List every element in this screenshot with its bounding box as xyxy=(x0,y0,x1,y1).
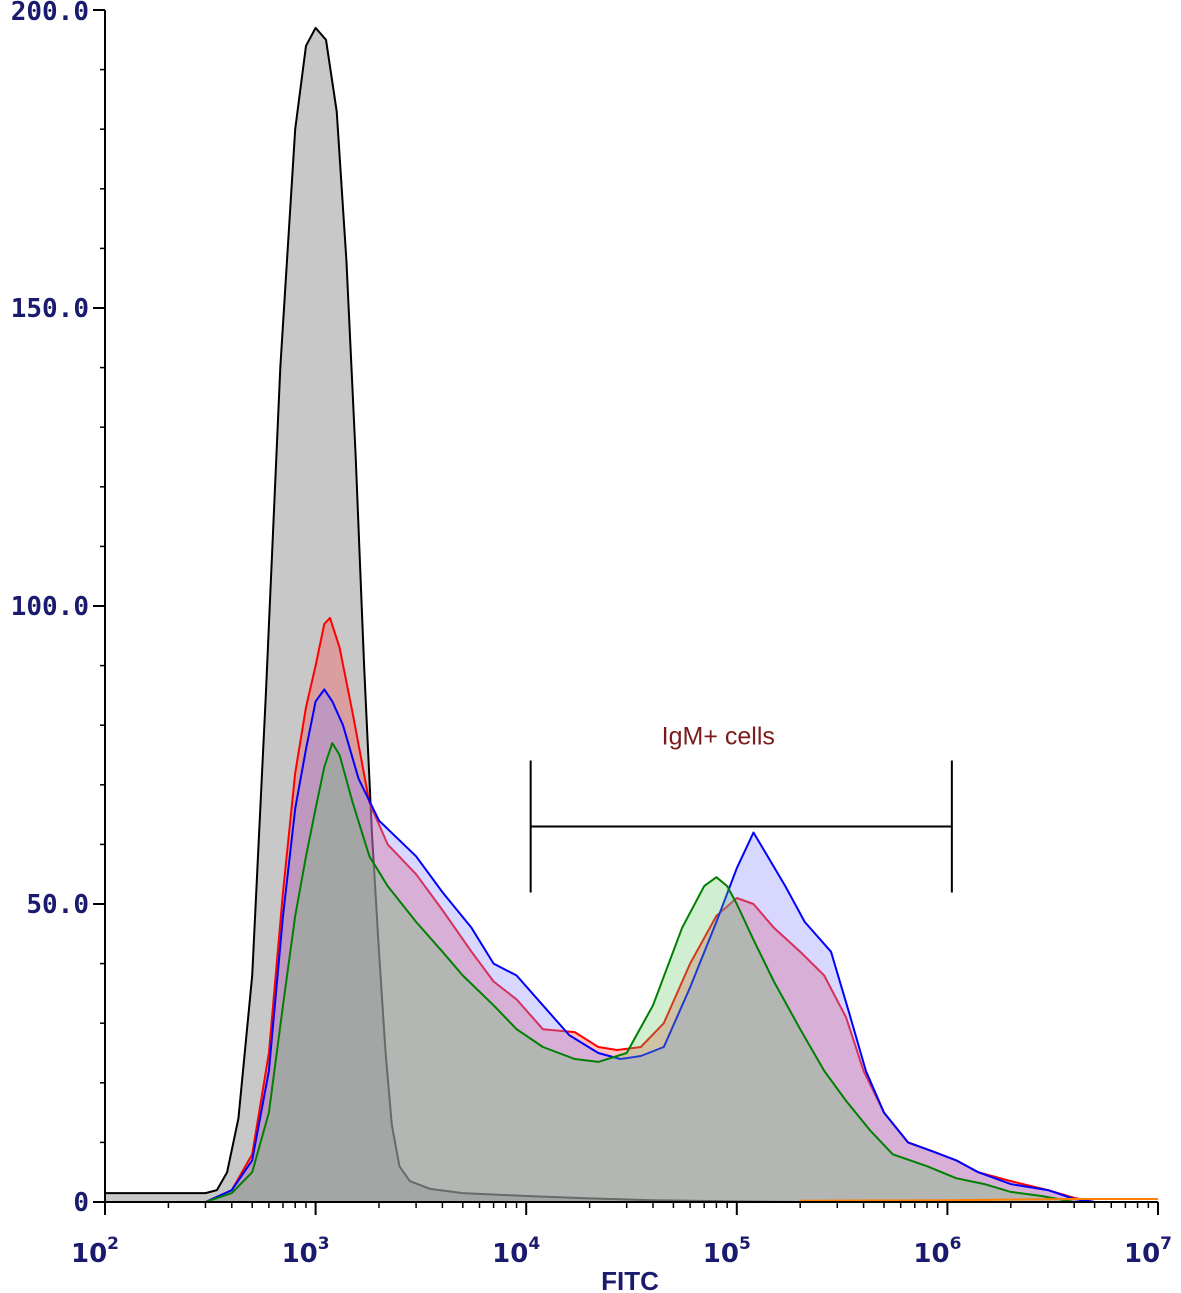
series-3-area xyxy=(205,743,1075,1202)
ticks-layer: 0 50.0 100.0 150.0 200.0 102 103 104 105 106 107 xyxy=(11,0,1172,1269)
gate-label: IgM+ cells xyxy=(662,723,775,751)
x-tick-label-1: 103 xyxy=(282,1234,330,1269)
series-3-line xyxy=(205,742,1075,1202)
series-1-area xyxy=(205,617,1095,1202)
series-layer xyxy=(105,26,1158,1202)
y-tick-label-1: 50.0 xyxy=(26,890,89,920)
x-tick-label-4: 106 xyxy=(913,1234,961,1269)
series-0-line xyxy=(105,26,801,1202)
x-axis-label: FITC xyxy=(601,1266,659,1293)
x-tick-label-0: 102 xyxy=(71,1234,119,1269)
y-tick-label-4: 200.0 xyxy=(11,0,89,27)
x-tick-label-3: 105 xyxy=(703,1234,751,1269)
y-tick-label-0: 0 xyxy=(73,1188,89,1218)
series-0-area xyxy=(105,27,801,1202)
x-tick-label-5: 107 xyxy=(1124,1234,1172,1269)
y-tick-label-3: 150.0 xyxy=(11,294,89,324)
x-tick-label-2: 104 xyxy=(492,1234,540,1269)
y-tick-label-2: 100.0 xyxy=(11,592,89,622)
series-2-line xyxy=(205,688,1095,1202)
gate-igm-cells: IgM+ cells xyxy=(529,723,953,893)
series-4-line xyxy=(800,1198,1158,1202)
series-2-area xyxy=(205,689,1095,1202)
